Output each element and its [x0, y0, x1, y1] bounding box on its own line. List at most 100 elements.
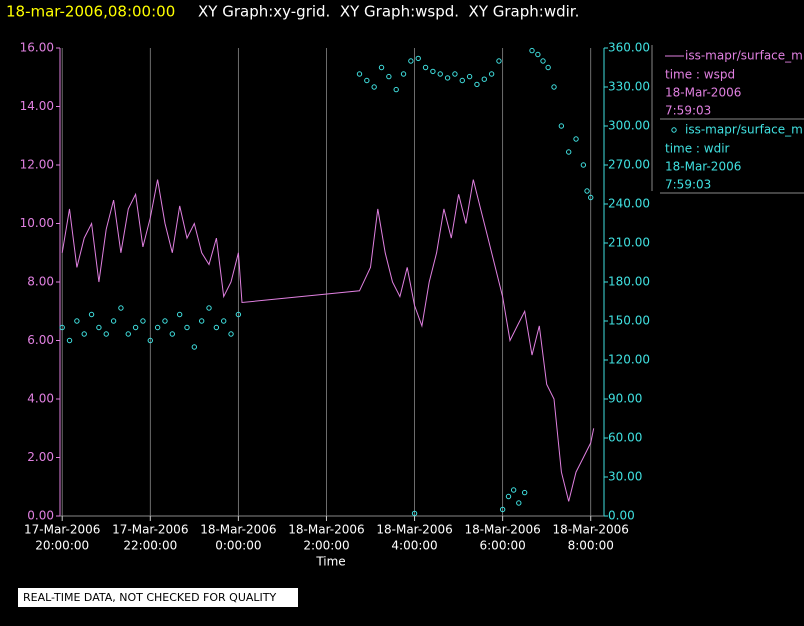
x-tick-label: 18-Mar-2006 [376, 523, 452, 537]
scatter-point [110, 318, 117, 324]
scatter-point [551, 84, 557, 90]
legend-detail: 7:59:03 [665, 104, 711, 118]
y2-tick-label: 330.00 [608, 80, 650, 94]
scatter-point [88, 311, 95, 318]
x-tick-label: 17-Mar-2006 [24, 523, 100, 537]
scatter-point [125, 331, 131, 337]
chart-subtitle: XY Graph:xy-grid. XY Graph:wspd. XY Grap… [198, 3, 579, 21]
legend-entry: iss-mapr/surface_m [685, 123, 803, 137]
scatter-point [59, 324, 65, 331]
y-tick-label: 6.00 [27, 333, 54, 347]
scatter-point [162, 318, 168, 324]
x-axis-label: Time [315, 555, 345, 569]
scatter-point [198, 318, 205, 324]
scatter-point [580, 162, 587, 168]
scatter-point [408, 58, 414, 64]
scatter-point [521, 489, 528, 496]
scatter-point [540, 58, 546, 64]
scatter-point [488, 71, 495, 77]
footer: REAL-TIME DATA, NOT CHECKED FOR QUALITY [23, 591, 277, 604]
scatter-point [459, 77, 465, 84]
scatter-point [452, 71, 458, 77]
legend-entry: iss-mapr/surface_m [685, 49, 803, 63]
scatter-point [584, 188, 590, 194]
y2-tick-label: 270.00 [608, 158, 650, 172]
scatter-point [466, 73, 473, 80]
scatter-point [529, 47, 535, 54]
scatter-point [364, 77, 370, 84]
scatter-point [474, 81, 480, 88]
scatter-point [400, 71, 407, 77]
scatter-point [566, 149, 572, 155]
y2-tick-label: 30.00 [608, 470, 642, 484]
scatter-point [535, 51, 541, 58]
x-tick-label: 20:00:00 [35, 539, 89, 553]
y2-tick-label: 0.00 [608, 509, 635, 523]
y-tick-label: 8.00 [27, 275, 54, 289]
y-tick-label: 14.00 [20, 99, 54, 113]
scatter-point [118, 305, 124, 311]
y2-tick-label: 120.00 [608, 353, 650, 367]
footer-box [18, 588, 298, 607]
y-tick-label: 12.00 [20, 158, 54, 172]
scatter-point [169, 331, 176, 337]
scatter-point [545, 64, 551, 71]
y2-tick-label: 240.00 [608, 197, 650, 211]
scatter-point [558, 123, 565, 129]
legend-detail: time : wspd [665, 68, 735, 82]
x-tick-label: 2:00:00 [303, 539, 349, 553]
y-tick-label: 10.00 [20, 216, 54, 230]
scatter-point [573, 136, 579, 142]
legend-detail: 18-Mar-2006 [665, 86, 741, 100]
scatter-point [220, 318, 227, 324]
scatter-point [154, 324, 161, 331]
y2-tick-label: 60.00 [608, 431, 642, 445]
y2-tick-label: 300.00 [608, 119, 650, 133]
scatter-point [444, 75, 451, 81]
x-tick-label: 18-Mar-2006 [288, 523, 364, 537]
scatter-point [74, 318, 80, 324]
scatter-point [140, 318, 146, 324]
legend-detail: 7:59:03 [665, 178, 711, 192]
series-line [61, 179, 595, 502]
scatter-point [132, 324, 139, 331]
scatter-point [206, 305, 212, 311]
scatter-point [499, 506, 506, 513]
x-tick-label: 17-Mar-2006 [112, 523, 188, 537]
y-tick-label: 0.00 [27, 509, 54, 523]
scatter-point [393, 86, 399, 93]
scatter-point [191, 344, 198, 350]
y2-tick-label: 360.00 [608, 41, 650, 55]
y-tick-label: 16.00 [20, 41, 54, 55]
y-tick-label: 2.00 [27, 450, 54, 464]
scatter-point [481, 76, 487, 82]
x-tick-label: 0:00:00 [215, 539, 261, 553]
x-tick-label: 22:00:00 [123, 539, 177, 553]
y2-tick-label: 90.00 [608, 392, 642, 406]
scatter-point [103, 331, 109, 337]
y-tick-label: 4.00 [27, 392, 54, 406]
scatter-point [516, 500, 522, 506]
x-tick-label: 18-Mar-2006 [464, 523, 540, 537]
scatter-point [430, 68, 436, 75]
scatter-point [66, 337, 73, 344]
scatter-point [228, 331, 234, 337]
scatter-point [235, 311, 242, 318]
scatter-point [81, 331, 87, 337]
chart-title: 18-mar-2006,08:00:00 [6, 3, 175, 21]
scatter-point [510, 487, 517, 493]
scatter-point [371, 84, 377, 90]
x-tick-label: 18-Mar-2006 [553, 523, 629, 537]
legend-swatch [671, 127, 677, 133]
y2-tick-label: 210.00 [608, 236, 650, 250]
scatter-point [437, 71, 443, 77]
y2-tick-label: 180.00 [608, 275, 650, 289]
legend-detail: time : wdir [665, 142, 730, 156]
scatter-point [176, 311, 183, 318]
scatter-point [505, 493, 512, 500]
scatter-point [588, 194, 594, 201]
scatter-point [411, 510, 418, 517]
x-tick-label: 18-Mar-2006 [200, 523, 276, 537]
